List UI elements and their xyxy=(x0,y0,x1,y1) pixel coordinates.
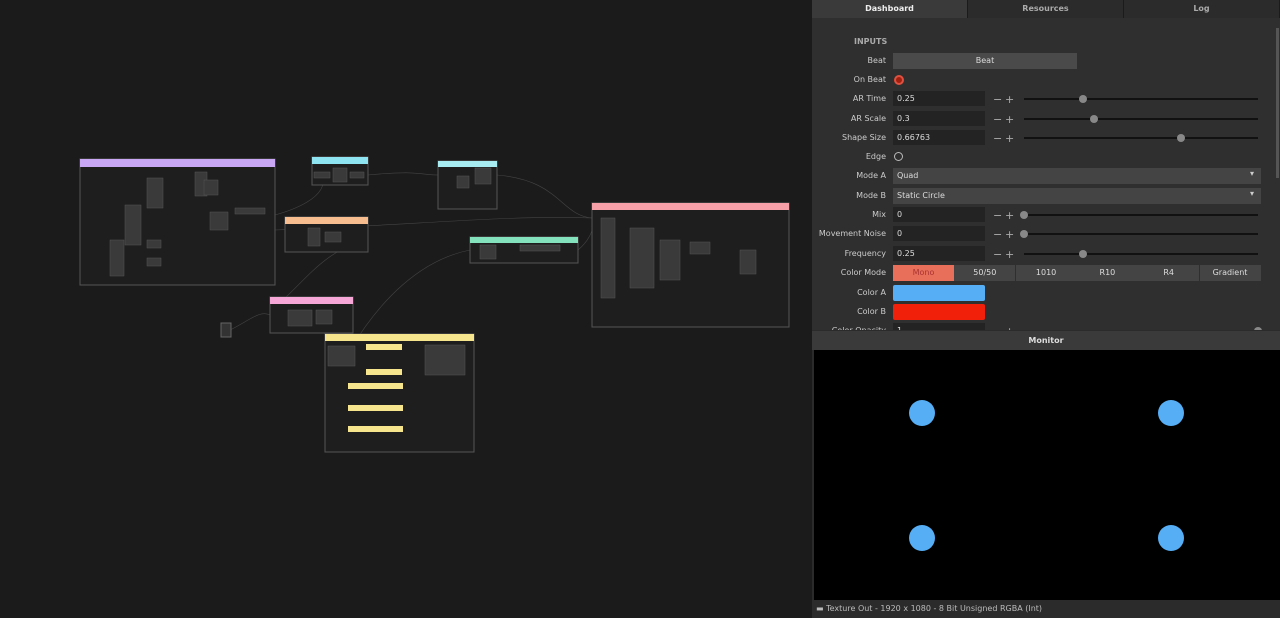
row-label: Mix xyxy=(872,210,886,219)
dropdown-arrow: ▾ xyxy=(1250,169,1255,178)
shape xyxy=(1158,400,1184,426)
plus-button[interactable]: + xyxy=(1005,113,1015,126)
value-field[interactable]: 0.3 xyxy=(893,111,985,126)
option-button[interactable]: Gradient xyxy=(1199,265,1261,281)
row-label: AR Time xyxy=(852,94,886,103)
plus-button[interactable]: + xyxy=(1005,325,1014,330)
scrollbar[interactable] xyxy=(1276,28,1279,178)
slider-track[interactable] xyxy=(1024,253,1258,255)
minus-button[interactable]: − xyxy=(993,113,1003,126)
slider-track[interactable] xyxy=(1024,137,1258,139)
shape xyxy=(1158,525,1184,551)
dropdown[interactable]: Quad xyxy=(893,168,1261,184)
slider-knob[interactable] xyxy=(1020,211,1028,219)
option-button[interactable]: 1010 xyxy=(1015,265,1077,281)
tab[interactable]: Log xyxy=(1124,0,1280,18)
slider-knob[interactable] xyxy=(1020,230,1028,238)
slider-knob[interactable] xyxy=(1176,134,1185,142)
value-field[interactable]: 0.25 xyxy=(893,246,985,261)
inputs-panel: INPUTS Beat Beat On Beat AR Time 0.25− + AR Sc… xyxy=(812,18,1280,330)
right-panel: INPUTS Beat Beat On Beat AR Time 0.25− + AR Sc… xyxy=(812,0,1280,618)
shape xyxy=(909,400,935,426)
plus-button[interactable]: + xyxy=(1005,228,1015,241)
row-label: Edge xyxy=(865,152,886,161)
slider-track[interactable] xyxy=(1024,233,1258,235)
row-label: Mode B xyxy=(856,191,886,200)
dropdown[interactable]: Static Circle xyxy=(893,188,1261,204)
value-field[interactable]: 0 xyxy=(893,226,985,241)
node-groups xyxy=(79,156,790,453)
row-label: Color Mode xyxy=(840,268,886,277)
option-button[interactable]: Mono xyxy=(893,265,954,281)
row-label: Beat xyxy=(867,56,886,65)
color-swatch[interactable] xyxy=(893,285,985,301)
checkbox[interactable] xyxy=(894,152,903,161)
tab[interactable]: Dashboard xyxy=(812,0,968,18)
slider-knob[interactable] xyxy=(1078,250,1087,258)
value-field[interactable]: 0 xyxy=(893,207,985,222)
row-label: Movement Noise xyxy=(818,229,886,238)
minus-button[interactable]: − xyxy=(993,93,1003,106)
monitor-title: Monitor xyxy=(812,331,1280,350)
minus-button[interactable]: − xyxy=(993,132,1003,145)
monitor-view xyxy=(814,350,1280,600)
row-label: Color Opacity xyxy=(812,323,886,330)
slider-knob[interactable] xyxy=(1090,115,1099,123)
row-label: Shape Size xyxy=(841,133,886,142)
radio[interactable] xyxy=(894,75,904,85)
status-icon: ▬ xyxy=(816,604,827,613)
option-button[interactable]: R10 xyxy=(1076,265,1138,281)
minus-button[interactable]: − xyxy=(993,248,1003,261)
minus-button[interactable]: − xyxy=(993,209,1003,222)
color-swatch[interactable] xyxy=(893,304,985,320)
slider-track[interactable] xyxy=(1024,118,1258,120)
dropdown-arrow: ▾ xyxy=(1250,189,1255,198)
plus-button[interactable]: + xyxy=(1005,248,1015,261)
plus-button[interactable]: + xyxy=(1005,93,1015,106)
slider-track[interactable] xyxy=(1024,98,1258,100)
option-button[interactable]: 50/50 xyxy=(954,265,1016,281)
beat-button[interactable]: Beat xyxy=(893,53,1077,69)
row-label: Color B xyxy=(857,307,886,316)
value-field[interactable]: 0.66763 xyxy=(893,130,985,145)
nodes xyxy=(109,167,757,376)
option-button[interactable]: R4 xyxy=(1138,265,1200,281)
slider-knob[interactable] xyxy=(1078,95,1087,103)
slider-track[interactable] xyxy=(1024,214,1258,216)
shape xyxy=(909,525,935,551)
plus-button[interactable]: + xyxy=(1005,132,1015,145)
node-graph xyxy=(79,156,790,453)
row-label: On Beat xyxy=(853,75,886,84)
row-label: Mode A xyxy=(856,171,886,180)
row-label: Color A xyxy=(857,288,886,297)
value-field[interactable]: 1 xyxy=(893,323,985,330)
plus-button[interactable]: + xyxy=(1005,209,1015,222)
row-label: AR Scale xyxy=(850,114,886,123)
slider-knob[interactable] xyxy=(1254,327,1262,330)
status-bar: ▬ Texture Out - 1920 x 1080 - 8 Bit Unsi… xyxy=(816,600,1280,618)
value-field[interactable]: 0.25 xyxy=(893,91,985,106)
minus-button[interactable]: − xyxy=(993,228,1003,241)
tab[interactable]: Resources xyxy=(968,0,1124,18)
inputs-heading: INPUTS xyxy=(854,37,888,46)
row-label: Frequency xyxy=(844,249,886,258)
minus-button[interactable]: − xyxy=(993,325,1002,330)
status-text: Texture Out - 1920 x 1080 - 8 Bit Unsign… xyxy=(826,604,1043,613)
